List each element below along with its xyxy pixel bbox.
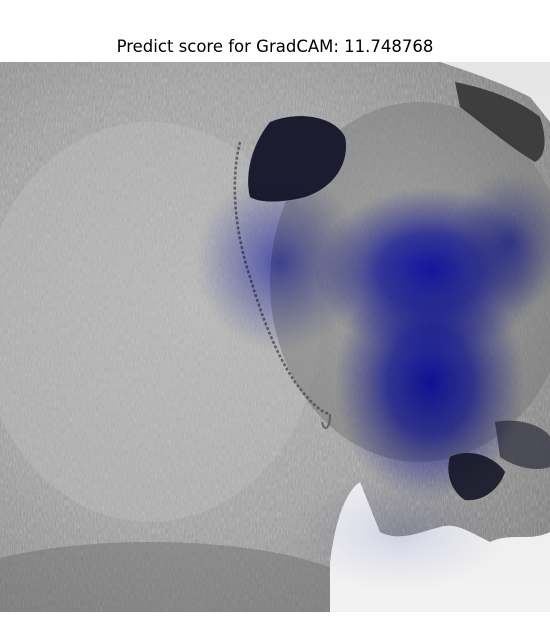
gradcam-figure [0, 62, 550, 612]
gradcam-image [0, 62, 550, 612]
figure-title: Predict score for GradCAM: 11.748768 [116, 37, 434, 56]
